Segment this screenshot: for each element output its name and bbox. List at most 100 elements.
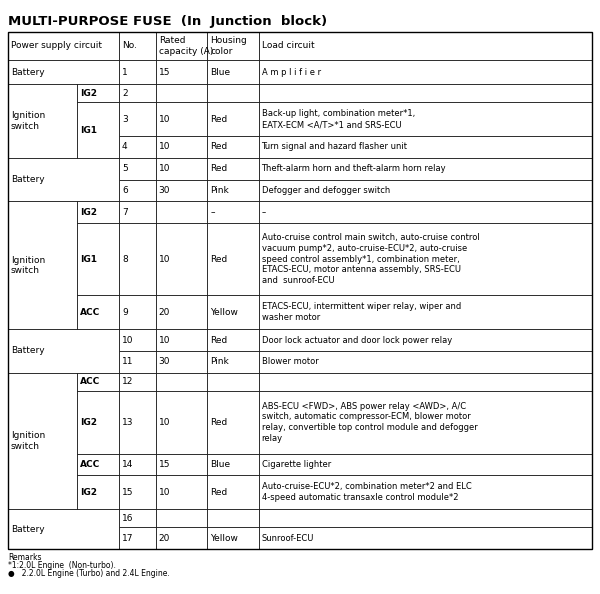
Bar	[119, 351, 156, 372]
Bar	[8, 84, 77, 158]
Text: Ignition
switch: Ignition switch	[11, 255, 45, 275]
Text: Ignition
switch: Ignition switch	[11, 111, 45, 131]
Bar	[119, 295, 156, 329]
Bar	[259, 351, 592, 372]
Text: MULTI-PURPOSE FUSE  (In  Junction  block): MULTI-PURPOSE FUSE (In Junction block)	[8, 15, 327, 28]
Text: IG2: IG2	[80, 208, 97, 217]
Bar	[119, 84, 156, 102]
Text: ETACS-ECU, intermittent wiper relay, wiper and
washer motor: ETACS-ECU, intermittent wiper relay, wip…	[262, 302, 461, 322]
Text: Pink: Pink	[210, 186, 229, 195]
Bar	[259, 60, 592, 84]
Text: 13: 13	[122, 418, 133, 426]
Text: Auto-cruise control main switch, auto-cruise control
vacuum pump*2, auto-cruise-: Auto-cruise control main switch, auto-cr…	[262, 233, 479, 285]
Text: Red: Red	[210, 418, 227, 426]
Bar	[259, 391, 592, 454]
Text: No.: No.	[122, 42, 137, 50]
Text: IG1: IG1	[80, 125, 97, 134]
Text: Auto-cruise-ECU*2, combination meter*2 and ELC
4-speed automatic transaxle contr: Auto-cruise-ECU*2, combination meter*2 a…	[262, 482, 471, 502]
Text: Door lock actuator and door lock power relay: Door lock actuator and door lock power r…	[262, 336, 452, 345]
Bar	[119, 201, 156, 223]
Text: IG2: IG2	[80, 488, 97, 497]
Bar	[119, 509, 156, 527]
Bar	[119, 136, 156, 158]
Text: 12: 12	[122, 377, 133, 386]
Text: 4: 4	[122, 143, 128, 151]
Text: ACC: ACC	[80, 377, 100, 386]
Bar	[119, 158, 156, 179]
Text: 17: 17	[122, 533, 133, 543]
Bar	[207, 372, 259, 391]
Bar	[119, 60, 156, 84]
Text: IG2: IG2	[80, 418, 97, 426]
Bar	[156, 60, 207, 84]
Text: 10: 10	[159, 143, 170, 151]
Text: 30: 30	[159, 358, 170, 366]
Bar	[8, 509, 119, 549]
Text: 16: 16	[122, 514, 133, 523]
Text: 30: 30	[159, 186, 170, 195]
Bar	[207, 60, 259, 84]
Bar	[77, 84, 119, 102]
Bar	[77, 102, 119, 158]
Text: 5: 5	[122, 164, 128, 173]
Text: Turn signal and hazard flasher unit: Turn signal and hazard flasher unit	[262, 143, 407, 151]
Text: 6: 6	[122, 186, 128, 195]
Text: Power supply circuit: Power supply circuit	[11, 42, 102, 50]
Text: Red: Red	[210, 164, 227, 173]
Text: Red: Red	[210, 143, 227, 151]
Text: IG1: IG1	[80, 255, 97, 264]
Bar	[207, 351, 259, 372]
Text: Battery: Battery	[11, 525, 44, 533]
Text: 11: 11	[122, 358, 133, 366]
Text: Pink: Pink	[210, 358, 229, 366]
Text: 15: 15	[159, 460, 170, 469]
Bar	[77, 454, 119, 475]
Text: 10: 10	[159, 164, 170, 173]
Text: Blower motor: Blower motor	[262, 358, 318, 366]
Bar	[207, 158, 259, 179]
Bar	[156, 372, 207, 391]
Bar	[207, 295, 259, 329]
Bar	[8, 201, 77, 329]
Bar	[77, 391, 119, 454]
Text: ABS-ECU <FWD>, ABS power relay <AWD>, A/C
switch, automatic compressor-ECM, blow: ABS-ECU <FWD>, ABS power relay <AWD>, A/…	[262, 402, 477, 443]
Bar	[207, 329, 259, 351]
Bar	[156, 136, 207, 158]
Text: Yellow: Yellow	[210, 308, 238, 317]
Text: Defogger and defogger switch: Defogger and defogger switch	[262, 186, 390, 195]
Text: ACC: ACC	[80, 460, 100, 469]
Bar	[259, 223, 592, 295]
Bar	[207, 179, 259, 201]
Bar	[259, 102, 592, 136]
Text: 15: 15	[159, 68, 170, 77]
Bar	[259, 454, 592, 475]
Bar	[156, 158, 207, 179]
Bar	[119, 527, 156, 549]
Bar	[207, 102, 259, 136]
Text: –: –	[210, 208, 215, 217]
Text: Red: Red	[210, 488, 227, 497]
Bar	[259, 527, 592, 549]
Bar	[156, 84, 207, 102]
Bar	[119, 372, 156, 391]
Bar	[156, 509, 207, 527]
Text: IG2: IG2	[80, 89, 97, 97]
Bar	[207, 84, 259, 102]
Text: Blue: Blue	[210, 68, 230, 77]
Text: Red: Red	[210, 336, 227, 345]
Bar	[156, 351, 207, 372]
Text: Red: Red	[210, 115, 227, 124]
Text: Ignition
switch: Ignition switch	[11, 431, 45, 451]
Text: 20: 20	[159, 308, 170, 317]
Text: 10: 10	[122, 336, 133, 345]
Text: 3: 3	[122, 115, 128, 124]
Text: 10: 10	[159, 115, 170, 124]
Bar	[259, 475, 592, 509]
Bar	[207, 454, 259, 475]
Text: A m p l i f i e r: A m p l i f i e r	[262, 68, 320, 77]
Text: Theft-alarm horn and theft-alarm horn relay: Theft-alarm horn and theft-alarm horn re…	[262, 164, 446, 173]
Bar	[156, 391, 207, 454]
Bar	[8, 158, 119, 201]
Bar	[207, 509, 259, 527]
Bar	[259, 179, 592, 201]
